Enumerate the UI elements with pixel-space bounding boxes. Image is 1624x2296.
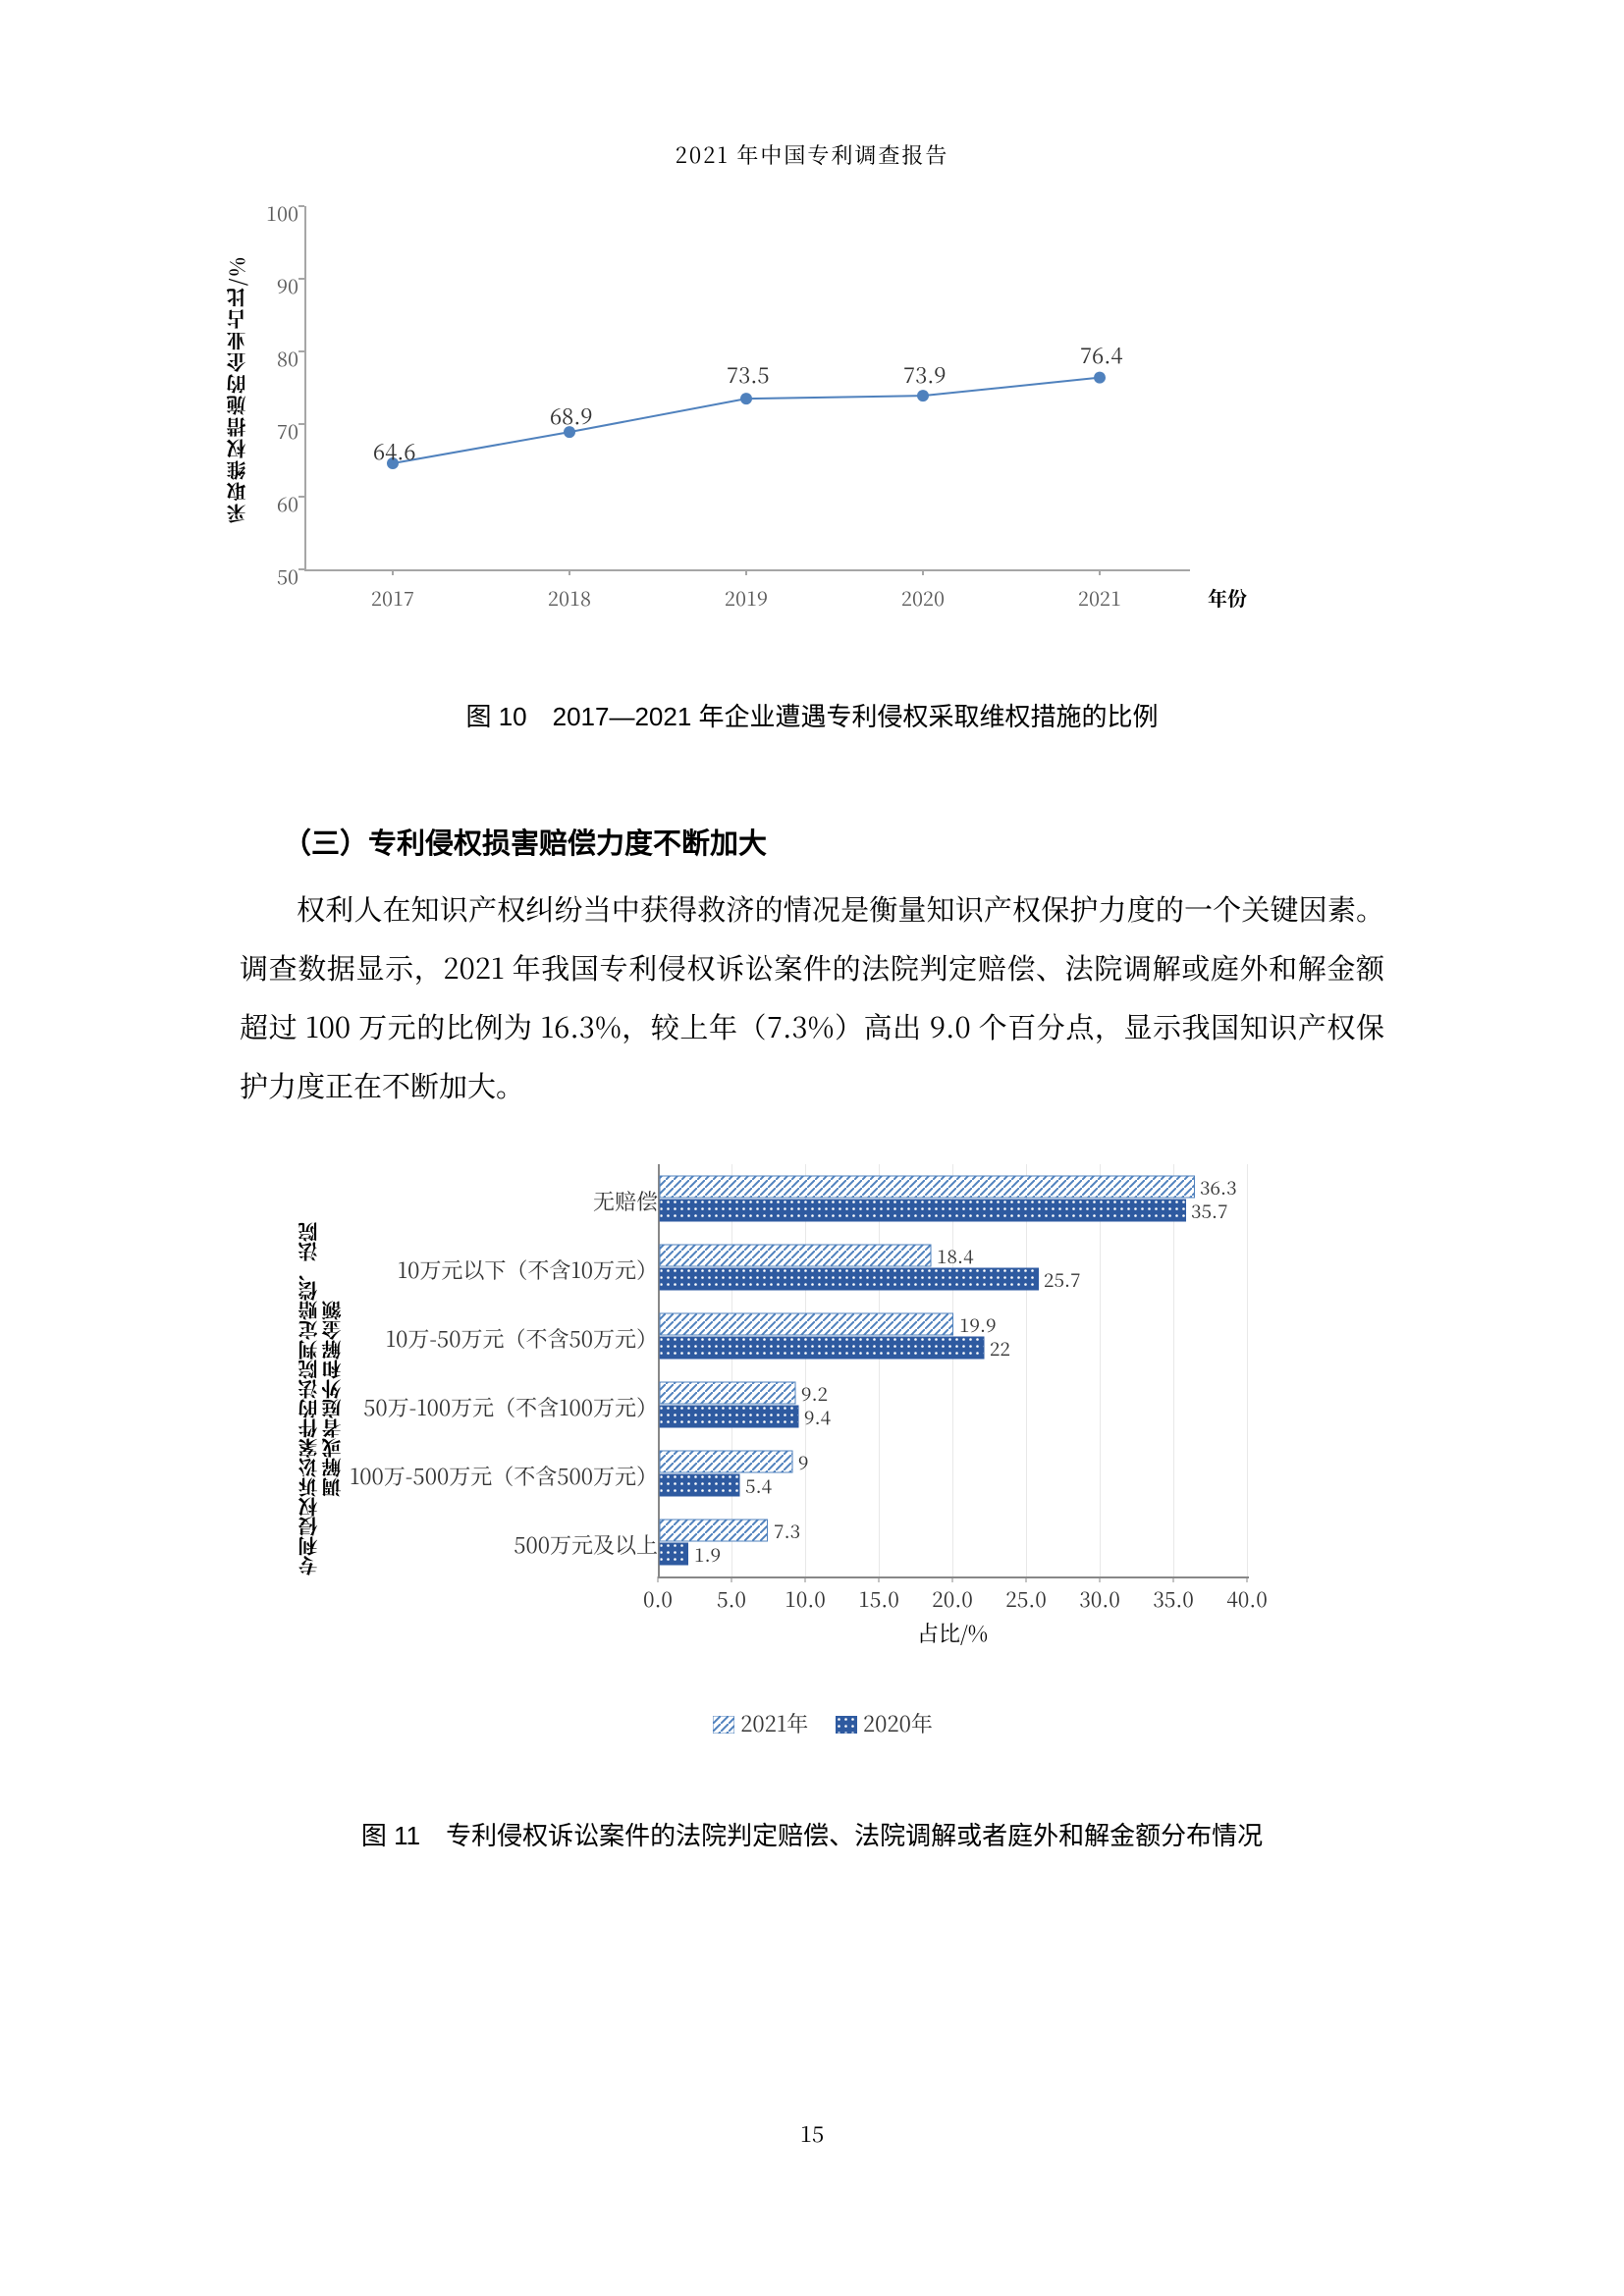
body-text: （三）专利侵权损害赔偿力度不断加大 权利人在知识产权纠纷当中获得救济的情况是衡量… [240, 815, 1384, 1115]
fig11-value: 9 [798, 1449, 808, 1475]
fig10-y-axis-title: 采取维权措施的企业占比/% [222, 255, 250, 523]
fig11-value: 5.4 [745, 1472, 772, 1499]
fig10-value-label: 64.6 [373, 436, 416, 466]
fig11-xtick: 15.0 [851, 1584, 906, 1614]
fig10-ytick: 60 [255, 489, 298, 517]
fig11-value: 22 [990, 1335, 1010, 1362]
fig11-xtick: 5.0 [704, 1584, 759, 1614]
page-number: 15 [0, 2118, 1624, 2149]
fig11-value: 9.2 [801, 1380, 828, 1407]
fig11-category: 10万元以下（不含10万元） [334, 1255, 658, 1285]
fig11-xtick: 25.0 [999, 1584, 1054, 1614]
fig11-value: 25.7 [1044, 1266, 1081, 1293]
fig10-value-label: 73.5 [727, 359, 770, 390]
fig11-svg [658, 1164, 1247, 1576]
fig10-chart: 采取维权措施的企业占比/% 100 90 80 70 60 50 [196, 196, 1276, 618]
page: 2021 年中国专利调查报告 采取维权措施的企业占比/% 100 90 80 7… [0, 0, 1624, 2296]
fig11-xtick: 30.0 [1072, 1584, 1127, 1614]
fig10-xtick: 2017 [353, 583, 432, 612]
fig11-caption: 图 11 专利侵权诉讼案件的法院判定赔偿、法院调解或者庭外和解金额分布情况 [0, 1816, 1624, 1852]
fig11-value: 7.3 [774, 1518, 800, 1544]
fig10-x-axis-title: 年份 [1208, 583, 1247, 612]
fig10-ytick: 70 [255, 416, 298, 445]
fig10-value-label: 76.4 [1080, 340, 1123, 370]
fig10-ytick: 80 [255, 344, 298, 372]
fig10-xtick: 2020 [884, 583, 962, 612]
fig11-category: 无赔偿 [334, 1186, 658, 1216]
legend-swatch-2020 [836, 1716, 857, 1734]
fig10-caption: 图 10 2017—2021 年企业遭遇专利侵权采取维权措施的比例 [0, 697, 1624, 733]
legend-label-2020: 2020年 [863, 1708, 933, 1738]
legend-label-2021: 2021年 [740, 1708, 808, 1738]
fig10-xtick: 2018 [530, 583, 609, 612]
fig11-category: 10万-50万元（不含50万元） [334, 1323, 658, 1354]
fig11-xtick: 0.0 [630, 1584, 685, 1614]
fig11-value: 18.4 [937, 1243, 974, 1269]
fig11-chart: 专利侵权诉讼案件的法院判定赔偿、法院 调解或者庭外和解金额 [314, 1158, 1355, 1708]
fig11-xtick: 40.0 [1219, 1584, 1274, 1614]
fig11-xtick: 10.0 [778, 1584, 833, 1614]
fig10-ytick: 90 [255, 271, 298, 299]
fig10-xtick: 2019 [707, 583, 785, 612]
fig10-value-label: 68.9 [550, 400, 593, 431]
section-heading: （三）专利侵权损害赔偿力度不断加大 [283, 815, 1384, 874]
fig11-value: 1.9 [694, 1541, 721, 1568]
fig11-category: 500万元及以上 [334, 1529, 658, 1560]
fig11-category: 50万-100万元（不含100万元） [334, 1392, 658, 1422]
fig11-value: 35.7 [1191, 1198, 1228, 1224]
fig10-value-label: 73.9 [903, 359, 947, 390]
page-header: 2021 年中国专利调查报告 [0, 139, 1624, 170]
body-paragraph: 权利人在知识产权纠纷当中获得救济的情况是衡量知识产权保护力度的一个关键因素。调查… [240, 880, 1384, 1115]
fig11-x-axis-title: 占比/% [658, 1618, 1247, 1648]
fig11-xtick: 20.0 [925, 1584, 980, 1614]
legend-swatch-2021 [713, 1716, 734, 1734]
fig10-ytick: 100 [255, 198, 298, 227]
fig11-value: 36.3 [1200, 1174, 1237, 1201]
fig11-xtick: 35.0 [1146, 1584, 1201, 1614]
fig11-value: 19.9 [959, 1311, 997, 1338]
fig10-xtick: 2021 [1060, 583, 1139, 612]
fig11-value: 9.4 [804, 1404, 831, 1430]
fig10-ytick: 50 [255, 561, 298, 590]
fig11-legend: 2021年 2020年 [0, 1708, 1624, 1738]
fig11-category: 100万-500万元（不含500万元） [334, 1461, 658, 1491]
